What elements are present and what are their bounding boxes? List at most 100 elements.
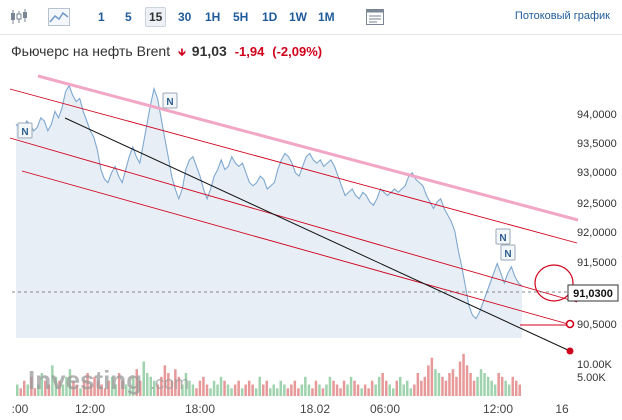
- volume-bar: [30, 376, 33, 396]
- volume-bar: [82, 380, 86, 396]
- news-marker-label: N: [504, 249, 511, 260]
- timeframe-5[interactable]: 5: [125, 10, 132, 24]
- volume-bar: [458, 361, 462, 396]
- volume-bar: [388, 384, 391, 396]
- volume-bar: [156, 384, 160, 396]
- volume-bar: [124, 384, 128, 396]
- last-price: 91,03: [191, 43, 227, 59]
- volume-bar: [297, 388, 300, 396]
- volume-bar: [469, 373, 472, 396]
- volume-bar: [37, 384, 40, 396]
- volume-bar: [444, 380, 448, 396]
- volume-bar: [212, 380, 216, 396]
- volume-bar: [226, 384, 230, 396]
- volume-bar: [272, 384, 275, 396]
- volume-bar: [142, 361, 145, 396]
- volume-bar: [476, 376, 479, 396]
- candlestick-icon[interactable]: [6, 7, 32, 27]
- volume-bar: [170, 380, 174, 396]
- volume-bar: [149, 376, 152, 396]
- volume-bar: [511, 376, 514, 396]
- news-marker-label: N: [166, 97, 173, 108]
- volume-bar: [153, 380, 156, 396]
- volume-bar: [363, 384, 367, 396]
- x-tick-label: 12:00: [75, 402, 105, 416]
- volume-bar: [493, 384, 497, 396]
- volume-bar: [89, 384, 93, 396]
- volume-bar: [265, 380, 268, 396]
- volume-bar: [304, 376, 307, 396]
- volume-bar: [335, 384, 339, 396]
- timeframe-30[interactable]: 30: [178, 10, 192, 24]
- volume-bar: [223, 380, 226, 396]
- volume-bar: [367, 388, 370, 396]
- volume-bar: [437, 373, 441, 396]
- volume-bar: [420, 380, 423, 396]
- x-tick-label: 16: [555, 402, 569, 416]
- timeframe-1d[interactable]: 1D: [262, 10, 278, 24]
- y-tick-label: 92,5000: [577, 198, 617, 210]
- volume-bar: [269, 388, 272, 396]
- volume-bar: [518, 384, 521, 396]
- volume-bar: [349, 376, 353, 396]
- volume-bar: [65, 376, 68, 396]
- stream-chart-link[interactable]: Потоковый график: [514, 10, 610, 22]
- timeframe-1m[interactable]: 1M: [318, 10, 335, 24]
- volume-bar: [374, 384, 377, 396]
- x-tick-label: 12:00: [483, 402, 513, 416]
- volume-bar: [139, 380, 142, 396]
- timeframe-5h[interactable]: 5H: [233, 10, 249, 24]
- timeframe-1h[interactable]: 1H: [205, 10, 221, 24]
- volume-bar: [279, 380, 282, 396]
- timeframe-15[interactable]: 15: [145, 7, 167, 27]
- volume-bar: [216, 384, 219, 396]
- news-marker[interactable]: N: [500, 244, 516, 261]
- volume-bar: [283, 384, 286, 396]
- area-chart-icon[interactable]: [46, 7, 72, 27]
- news-marker[interactable]: N: [17, 122, 33, 139]
- volume-tick-label: 10.00K: [577, 359, 613, 371]
- volume-bar: [177, 376, 181, 396]
- volume-bar: [103, 388, 107, 396]
- volume-bar: [515, 380, 518, 396]
- volume-bar: [19, 388, 22, 396]
- x-tick-label: :00: [12, 402, 29, 416]
- y-axis: 94,0000 93,5000 93,0000 92,5000 92,0000 91,50…: [577, 109, 617, 384]
- news-marker-label: N: [21, 127, 28, 138]
- timeframe-1[interactable]: 1: [98, 10, 105, 24]
- volume-bar: [86, 373, 89, 396]
- volume-bar: [465, 365, 469, 396]
- volume-bar: [163, 365, 167, 396]
- volume-bar: [174, 369, 177, 396]
- logo-suffix: .com: [150, 373, 189, 393]
- y-tick-label: 93,0000: [577, 167, 617, 179]
- chart-settings-icon[interactable]: [362, 7, 388, 27]
- volume-bar: [61, 384, 65, 396]
- volume-bar: [448, 373, 451, 396]
- volume-bar: [33, 388, 37, 396]
- volume-bar: [100, 384, 103, 396]
- volume-bar: [486, 376, 490, 396]
- volume-bar: [258, 376, 261, 396]
- volume-bar: [342, 380, 346, 396]
- timeframe-1w[interactable]: 1W: [289, 10, 307, 24]
- volume-bar: [251, 384, 254, 396]
- volume-bar: [339, 388, 342, 396]
- x-axis: :00 12:00 18:00 18.02 06:00 12:00 16: [12, 402, 569, 416]
- volume-bar: [423, 376, 427, 396]
- volume-bar: [360, 388, 363, 396]
- volume-bar: [233, 384, 237, 396]
- volume-bar: [346, 384, 349, 396]
- volume-bar: [202, 376, 205, 396]
- volume-bar: [497, 373, 500, 396]
- volume-bar: [276, 388, 279, 396]
- volume-bar: [500, 376, 504, 396]
- volume-bar: [75, 384, 79, 396]
- volume-bar: [353, 380, 356, 396]
- volume-bar: [451, 369, 455, 396]
- news-marker[interactable]: N: [495, 228, 511, 245]
- volume-bar: [490, 380, 493, 396]
- news-marker[interactable]: N: [162, 92, 178, 109]
